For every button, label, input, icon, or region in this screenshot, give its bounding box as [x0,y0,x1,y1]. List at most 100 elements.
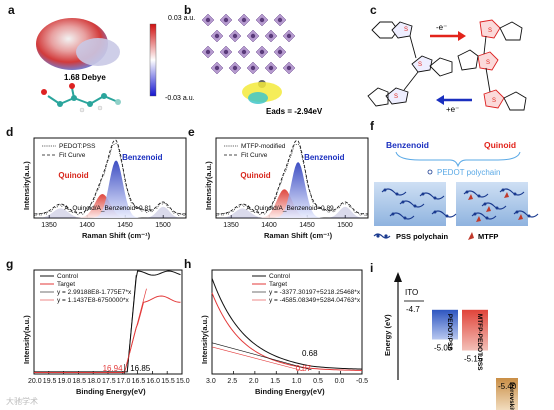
quinoid-peak-label: Quinoid [58,171,88,180]
lattice-atom [223,49,229,55]
panel-g: g20.0 19.5 19.0 18.5 18.0 17.5 17.0 16.5 16.0 15.… [6,257,190,396]
panel-e: e 1350 1400 1450 1500 Raman Shift (cm⁻¹) Inten… [188,125,369,240]
benzenoid-peak [34,160,186,218]
y-axis-title: Intensity(a.u.) [204,161,213,210]
reduction-arrowhead [436,95,444,105]
lattice-atom [232,33,238,39]
control-curve [211,278,363,370]
level-name: MTFP-PEDOT:PSS [476,314,483,371]
x-tick-label: 1.5 [270,378,280,385]
legend-control-label: Control [57,273,79,280]
x-tick-label: 0.0 [335,378,345,385]
panel-c: c S S S S S S -e⁻ [367,3,527,114]
benzenoid-peak-label: Benzenoid [304,153,345,162]
quinoid-label: Quinoid [484,140,516,150]
lattice-atom [223,17,229,23]
x-tick-label: 19.0 [58,378,72,385]
benzenoid-peak-label: Benzenoid [122,153,163,162]
esp-color-scale [149,23,157,97]
mtfp-molecule [476,216,481,222]
panel-b: b Eads = -2.94eV [184,3,323,116]
lattice-atom [214,33,220,39]
x-tick-label: 1450 [299,222,315,229]
legend-data-label: MTFP-modified [241,143,286,150]
panel-c-label: c [370,3,377,17]
control-fit-line [211,342,312,371]
target-cutoff-label: 16.94 [103,364,124,373]
x-tick-label: 2.0 [249,378,259,385]
level-name: PEDOT:PSS [446,314,453,352]
pss-chain-icon [373,233,391,239]
pss-bead [515,210,519,214]
level-name: ITO [405,288,418,297]
x-axis-title: Binding Energy(eV) [255,387,325,396]
level-name: Perovskite [508,382,515,410]
panel-f: f Benzenoid Quinoid PEDOT polychain PSS … [370,119,539,241]
x-tick-label: 1500 [337,222,353,229]
reduction-label: +e⁻ [446,105,459,114]
panel-a: a 1.68 Debye 0.03 a.u. -0.03 a.u. [8,3,195,113]
minor-peak [216,206,368,218]
lattice-atom [214,65,220,71]
target-fit-line [211,346,304,372]
lattice-atom [286,33,292,39]
x-tick-label: 0.5 [313,378,323,385]
lattice-atom [241,17,247,23]
oxidation-arrowhead [458,31,466,41]
perovskite-lattice [201,13,296,88]
mtfp-icon [468,232,474,240]
pss-bead [383,188,387,192]
pedot-benzenoid-structure: S S S [367,21,453,107]
x-tick-label: 19.5 [43,378,57,385]
panel-e-label: e [188,125,195,139]
pss-bead [495,206,499,210]
lattice-atom [232,65,238,71]
mtfp-molecule [518,214,523,220]
pss-bead [465,190,469,194]
area-ratio-label: A_Quinoid/A_Benzenoid=0.81 [64,205,152,212]
pss-bead [501,188,505,192]
level-value: -5.40 [498,382,517,391]
lattice-atom [205,49,211,55]
x-tick-label: -0.5 [356,378,368,385]
minor-peak [34,206,186,218]
panel-h-label: h [184,257,191,271]
x-axis-title: Raman Shift (cm⁻¹) [82,231,151,240]
brace [395,151,521,168]
x-tick-label: 1400 [79,222,95,229]
pss-bead [485,216,489,220]
lattice-atom [286,65,292,71]
x-tick-label: 18.5 [72,378,86,385]
data-curve [215,143,369,217]
charge-density-cyan [248,92,268,104]
pss-bead [433,210,437,214]
minor-peak [34,208,186,218]
panel-g-label: g [6,257,13,271]
legend-target-label: Target [57,281,75,288]
lattice-atom [259,49,265,55]
mtfp-molecule [504,192,509,198]
pss-chain-label: PSS polychain [396,232,449,241]
oxidation-label: -e⁻ [436,23,447,32]
lattice-atom [205,17,211,23]
panel-f-label: f [370,119,375,133]
target-onset-label: 0.87 [296,364,312,373]
target-fit-line [124,288,147,373]
control-curve [34,270,181,373]
pss-bead [413,204,417,208]
legend-fit1-label: y = -3377.30197+5218.25468*x [269,289,361,296]
pss-bead [395,192,399,196]
y-axis-title: Intensity(a.u.) [22,315,31,364]
minor-peak [216,208,368,218]
panel-b-label: b [184,3,191,17]
x-tick-label: 1.0 [292,378,302,385]
x-tick-label: 17.5 [102,378,116,385]
lattice-atom [241,49,247,55]
watermark: 大驰学术 [6,396,38,406]
level-bar-1 [432,309,458,340]
pss-bead [421,192,425,196]
lattice-atom [250,65,256,71]
x-tick-label: 1350 [223,222,239,229]
